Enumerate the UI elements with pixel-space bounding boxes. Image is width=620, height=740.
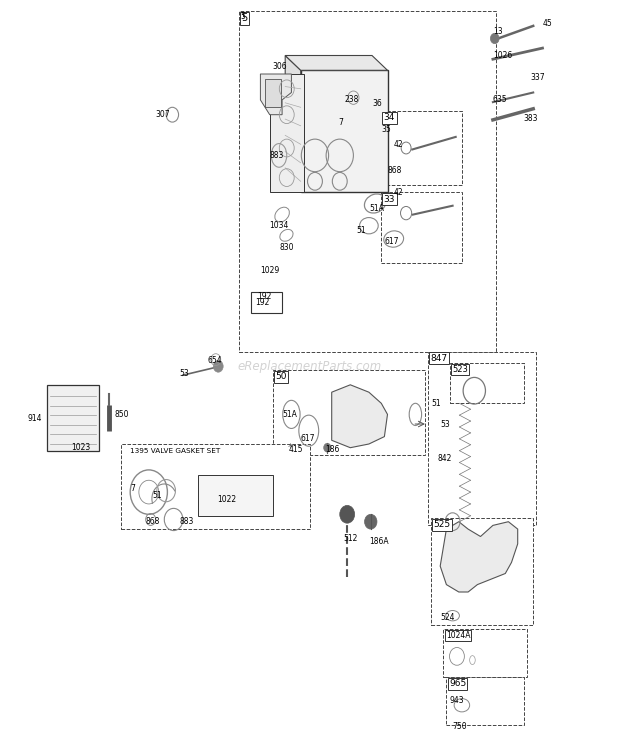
Text: 914: 914 — [28, 414, 42, 423]
Circle shape — [213, 360, 223, 372]
Bar — [251, 292, 282, 313]
Text: 525: 525 — [433, 520, 451, 529]
Text: 1395 VALVE GASKET SET: 1395 VALVE GASKET SET — [130, 448, 221, 454]
Bar — [381, 111, 462, 185]
Text: 617: 617 — [301, 434, 315, 443]
Text: 617: 617 — [384, 238, 399, 246]
Bar — [273, 370, 425, 455]
Polygon shape — [440, 522, 518, 592]
Text: 50: 50 — [275, 372, 287, 381]
Polygon shape — [332, 385, 388, 448]
Text: 524: 524 — [440, 613, 454, 622]
Text: 1022: 1022 — [217, 495, 236, 504]
Text: 5: 5 — [241, 13, 247, 24]
Circle shape — [324, 443, 331, 452]
Bar — [301, 70, 388, 192]
Text: 53: 53 — [180, 369, 190, 378]
Text: 42: 42 — [394, 188, 404, 197]
Text: 847: 847 — [430, 354, 448, 363]
Text: 53: 53 — [440, 420, 450, 428]
Text: 868: 868 — [146, 517, 160, 526]
Circle shape — [490, 33, 499, 44]
Text: 830: 830 — [279, 243, 293, 252]
Text: 42: 42 — [394, 140, 404, 149]
Text: 186A: 186A — [369, 537, 389, 546]
Polygon shape — [285, 56, 301, 192]
Text: 1024A: 1024A — [446, 631, 471, 640]
Text: 192: 192 — [255, 298, 270, 307]
Text: 1023: 1023 — [71, 443, 91, 452]
Text: 850: 850 — [115, 410, 129, 419]
Text: 383: 383 — [524, 114, 538, 123]
Bar — [198, 475, 273, 516]
Text: 7: 7 — [130, 484, 135, 493]
Text: 306: 306 — [273, 62, 288, 71]
Text: 45: 45 — [542, 19, 552, 28]
Bar — [270, 74, 304, 192]
Text: 7: 7 — [338, 118, 343, 127]
Text: 337: 337 — [530, 73, 545, 82]
Text: 943: 943 — [450, 696, 464, 705]
Text: 51A: 51A — [282, 410, 297, 419]
Text: 750: 750 — [453, 722, 467, 731]
Text: 51: 51 — [356, 226, 366, 235]
Text: 1029: 1029 — [260, 266, 280, 275]
Text: 5: 5 — [241, 12, 246, 21]
Circle shape — [365, 514, 377, 529]
Text: 868: 868 — [388, 166, 402, 175]
Text: 36: 36 — [372, 99, 382, 108]
Text: 13: 13 — [493, 27, 503, 36]
Bar — [446, 677, 524, 725]
Bar — [265, 79, 281, 107]
Text: 51: 51 — [152, 491, 162, 500]
Text: 1034: 1034 — [270, 221, 289, 230]
Text: 33: 33 — [384, 195, 396, 204]
Polygon shape — [285, 56, 388, 70]
Text: 51A: 51A — [369, 204, 384, 213]
Text: 307: 307 — [155, 110, 170, 119]
Text: 35: 35 — [381, 125, 391, 134]
Text: 192: 192 — [257, 292, 272, 300]
Text: 635: 635 — [493, 95, 508, 104]
Text: 34: 34 — [384, 113, 395, 122]
Text: 512: 512 — [343, 534, 357, 543]
Text: eReplacementParts.com: eReplacementParts.com — [238, 360, 382, 373]
Text: 238: 238 — [344, 95, 358, 104]
Bar — [46, 385, 99, 451]
Bar — [121, 444, 310, 529]
Text: 654: 654 — [208, 356, 223, 365]
Text: 1026: 1026 — [493, 51, 512, 60]
Text: 842: 842 — [437, 454, 451, 463]
Bar — [431, 518, 533, 625]
Circle shape — [340, 505, 355, 523]
Text: 883: 883 — [180, 517, 194, 526]
Bar — [443, 629, 527, 677]
Bar — [381, 192, 462, 263]
Text: 51: 51 — [431, 399, 441, 408]
Text: 883: 883 — [270, 151, 284, 160]
Text: 523: 523 — [452, 365, 468, 374]
Text: 965: 965 — [449, 679, 466, 688]
Bar — [428, 352, 536, 525]
Text: 415: 415 — [288, 445, 303, 454]
Text: *: * — [288, 443, 293, 453]
Text: 186: 186 — [326, 445, 340, 454]
Bar — [239, 11, 496, 352]
Bar — [450, 363, 524, 403]
Polygon shape — [260, 74, 291, 115]
